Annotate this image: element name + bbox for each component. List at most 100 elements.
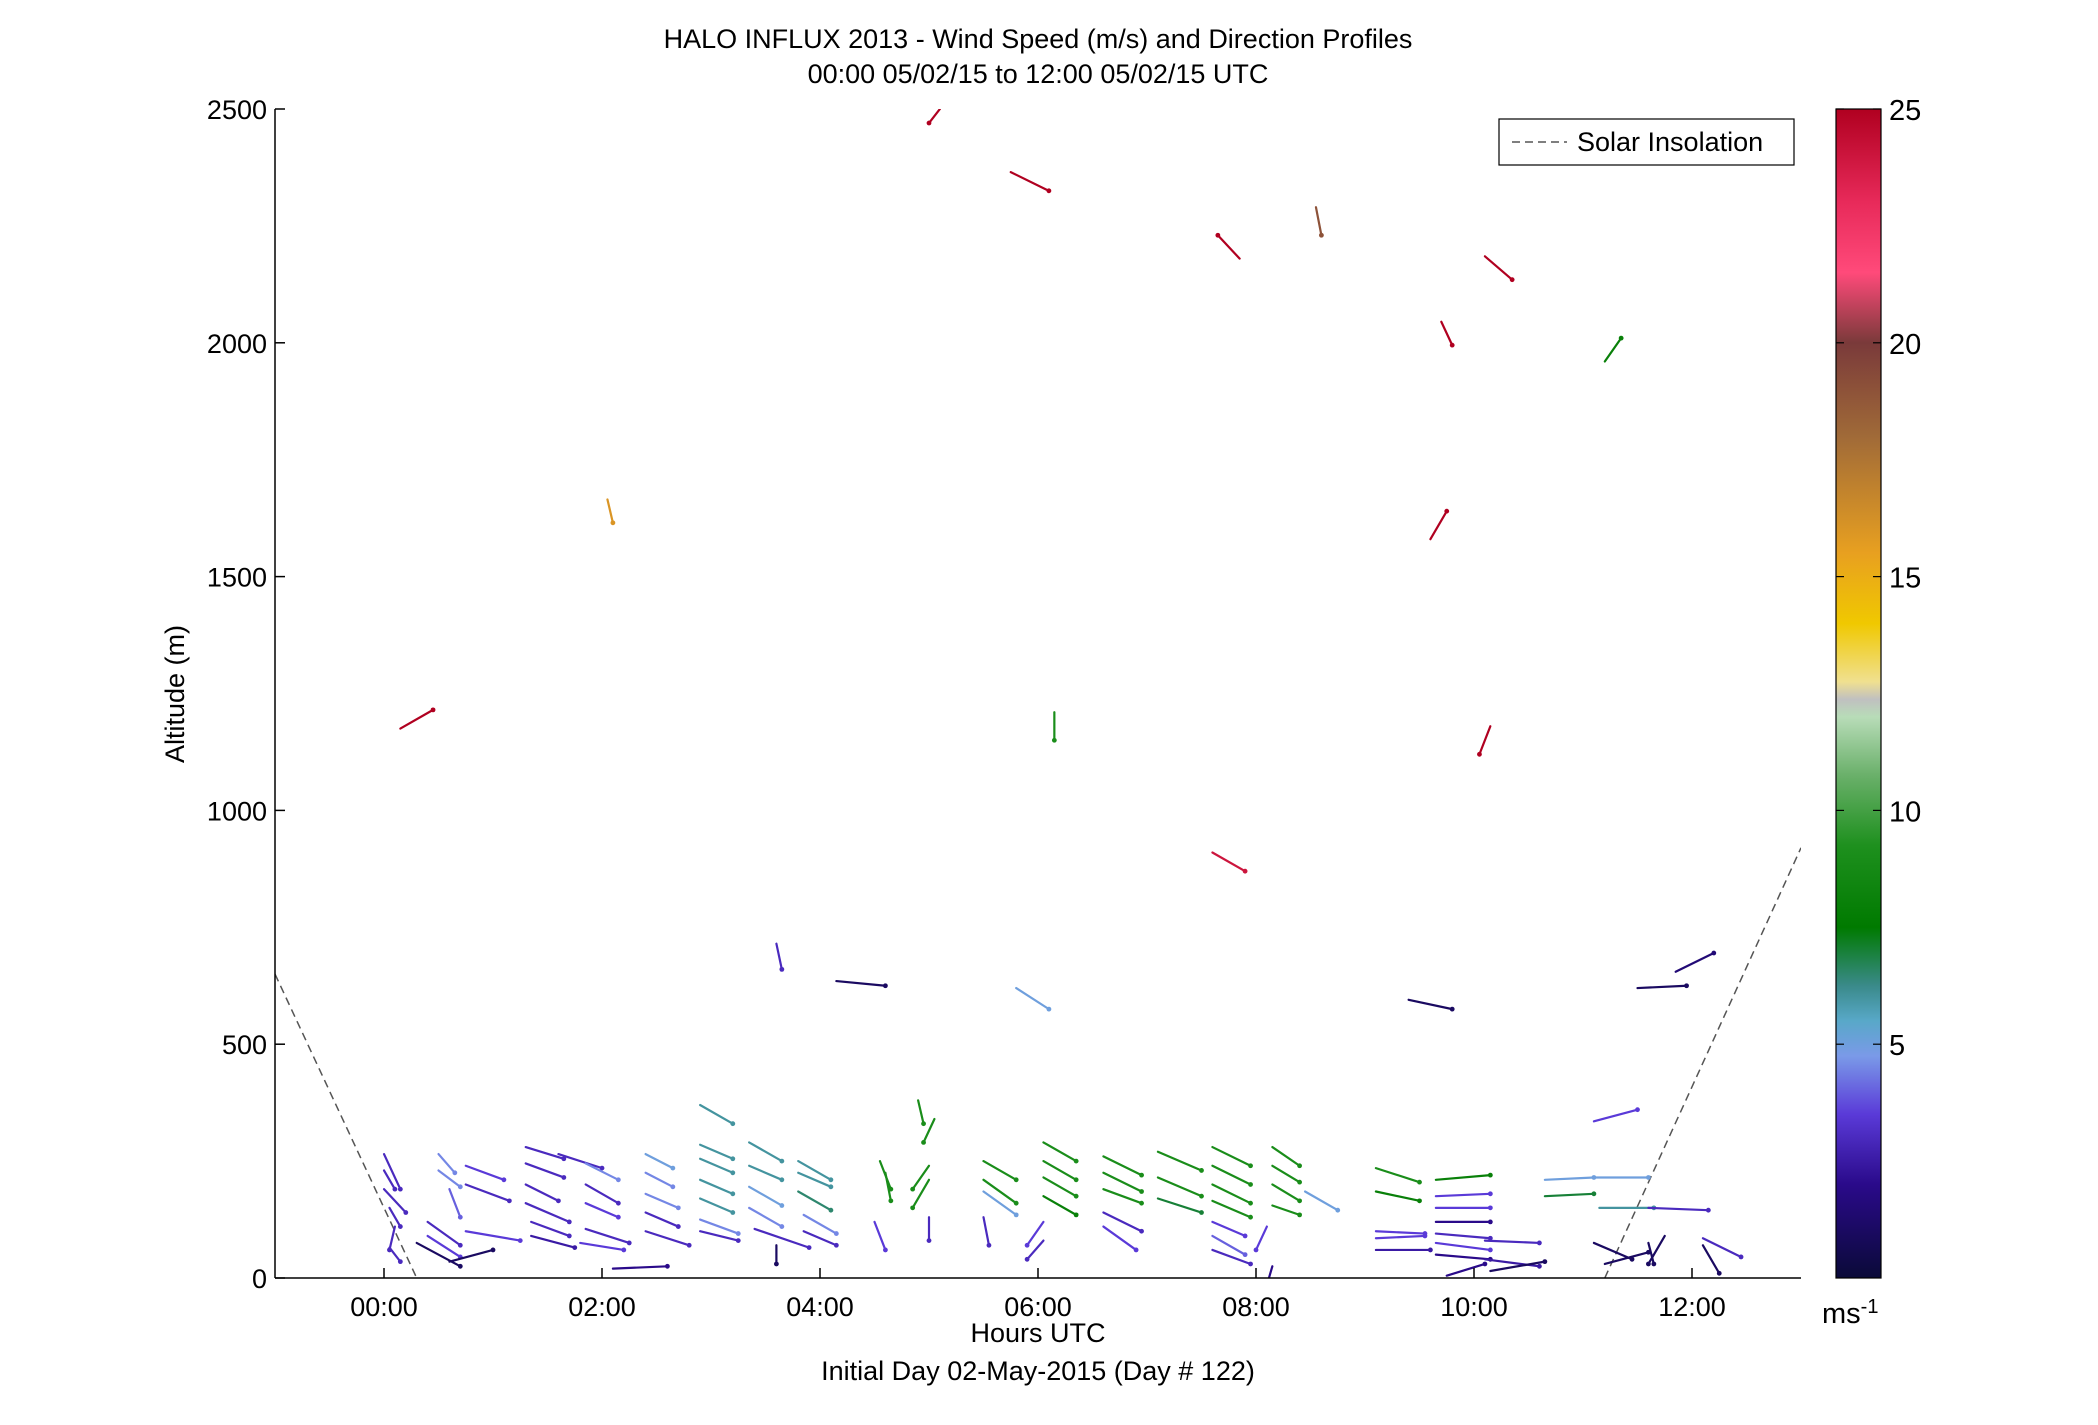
wind-barb	[1543, 1192, 1596, 1198]
wind-barb	[922, 1117, 936, 1144]
wind-barb-head	[566, 1233, 572, 1239]
wind-barb	[1647, 1234, 1666, 1266]
wind-barb-head	[779, 1158, 785, 1164]
wind-barb-head	[1133, 1247, 1139, 1253]
solar-insolation-lines	[275, 847, 1801, 1278]
wind-barb-head	[1248, 1261, 1253, 1267]
wind-barb	[1216, 234, 1241, 260]
wind-barb	[982, 1216, 991, 1247]
wind-barb-head	[1509, 277, 1515, 283]
wind-barb-head	[397, 1259, 403, 1265]
wind-barb	[835, 979, 887, 987]
x-tick-label: 04:00	[786, 1292, 854, 1322]
wind-barb	[1267, 1265, 1274, 1278]
wind-barb-head	[926, 1238, 932, 1243]
wind-barb-head	[833, 1242, 839, 1248]
wind-barb	[911, 1178, 931, 1209]
wind-barb	[530, 1220, 571, 1238]
legend-box	[1498, 118, 1795, 166]
wind-barb-head	[806, 1245, 812, 1251]
wind-barb-head	[730, 1191, 736, 1197]
wind-barb	[1592, 1108, 1639, 1123]
wind-barb	[1543, 1176, 1596, 1181]
wind-barb	[698, 1103, 734, 1125]
wind-barb-head	[626, 1240, 632, 1246]
wind-barb-head	[730, 1210, 736, 1215]
colorbar-tick-label: 10	[1889, 796, 1921, 828]
wind-barb-head	[828, 1184, 834, 1190]
wind-barb-head	[457, 1214, 463, 1220]
wind-barb-head	[883, 1247, 888, 1253]
wind-barb-head	[926, 120, 932, 126]
wind-barb-head	[1242, 1233, 1248, 1239]
chart-title: HALO INFLUX 2013 - Wind Speed (m/s) and …	[664, 24, 1413, 54]
chart-subtitle: 00:00 05/02/15 to 12:00 05/02/15 UTC	[808, 59, 1269, 89]
wind-barb-head	[1537, 1263, 1542, 1269]
wind-barb	[1042, 1159, 1078, 1181]
wind-barb	[698, 1157, 734, 1174]
x-axis-sublabel: Initial Day 02-May-2015 (Day # 122)	[821, 1356, 1255, 1386]
wind-barb-head	[1487, 1205, 1493, 1211]
x-tick-label: 10:00	[1440, 1292, 1508, 1322]
y-tick-label: 2500	[207, 95, 267, 125]
wind-barb	[1647, 1241, 1655, 1266]
wind-barb	[644, 1230, 691, 1247]
wind-barb-head	[1449, 342, 1455, 348]
wind-barb	[1009, 171, 1051, 192]
wind-barb	[1429, 510, 1448, 541]
wind-barb-head	[774, 1261, 779, 1267]
wind-barb-head	[730, 1170, 736, 1176]
wind-barb-head	[1477, 751, 1482, 757]
wind-barb-head	[1013, 1212, 1019, 1218]
wind-barb	[1156, 1176, 1203, 1198]
wind-barb-head	[490, 1247, 496, 1253]
wind-barb-head	[1635, 1107, 1640, 1113]
wind-barb-head	[1297, 1163, 1302, 1169]
wind-barb	[884, 1171, 892, 1202]
colorbar-tick-label: 15	[1889, 563, 1921, 595]
wind-barb-head	[670, 1165, 676, 1171]
y-ticks: 0 500 1000 1500 2000 2500	[207, 95, 285, 1294]
wind-barb-head	[615, 1177, 621, 1183]
wind-barb-head	[561, 1175, 567, 1180]
x-tick-label: 06:00	[1004, 1292, 1072, 1322]
wind-barb	[802, 1213, 838, 1235]
wind-barb	[873, 1220, 887, 1252]
wind-barb	[644, 1152, 674, 1170]
wind-barb-head	[779, 1203, 785, 1208]
wind-barb	[982, 1190, 1018, 1216]
wind-barb-head	[556, 1198, 561, 1204]
wind-barb-head	[1417, 1179, 1422, 1185]
wind-barb	[1211, 1145, 1252, 1167]
x-tick-label: 12:00	[1658, 1292, 1726, 1322]
wind-barb-head	[910, 1205, 916, 1211]
wind-barb-head	[1265, 1283, 1270, 1288]
wind-barb-head	[675, 1224, 681, 1229]
wind-barb	[524, 1202, 571, 1223]
wind-barb-head	[828, 1207, 834, 1213]
wind-barb-head	[506, 1198, 512, 1204]
wind-barb-head	[779, 1224, 785, 1229]
wind-barb	[524, 1162, 565, 1179]
wind-barb-head	[779, 966, 785, 972]
wind-barb-head	[888, 1198, 894, 1204]
wind-barb	[584, 1162, 620, 1181]
wind-barb-head	[1738, 1254, 1744, 1260]
y-tick-label: 2000	[207, 329, 267, 359]
wind-barb-head	[615, 1214, 621, 1220]
wind-barb-head	[1428, 1247, 1433, 1253]
y-tick-label: 1000	[207, 796, 267, 826]
colorbar-tick-label: 20	[1889, 329, 1921, 361]
wind-barb-head	[430, 707, 436, 713]
wind-barb-head	[1297, 1179, 1302, 1185]
wind-barb	[1603, 1251, 1650, 1266]
wind-barb-head	[610, 520, 616, 526]
wind-barb-head	[1046, 1006, 1052, 1012]
wind-barb-head	[1651, 1261, 1657, 1267]
y-tick-label: 0	[252, 1264, 267, 1294]
wind-barb-head	[1417, 1198, 1422, 1204]
colorbar-unit: ms	[1822, 1298, 1861, 1330]
wind-barb-head	[457, 1263, 463, 1269]
wind-barb-head	[517, 1238, 523, 1243]
